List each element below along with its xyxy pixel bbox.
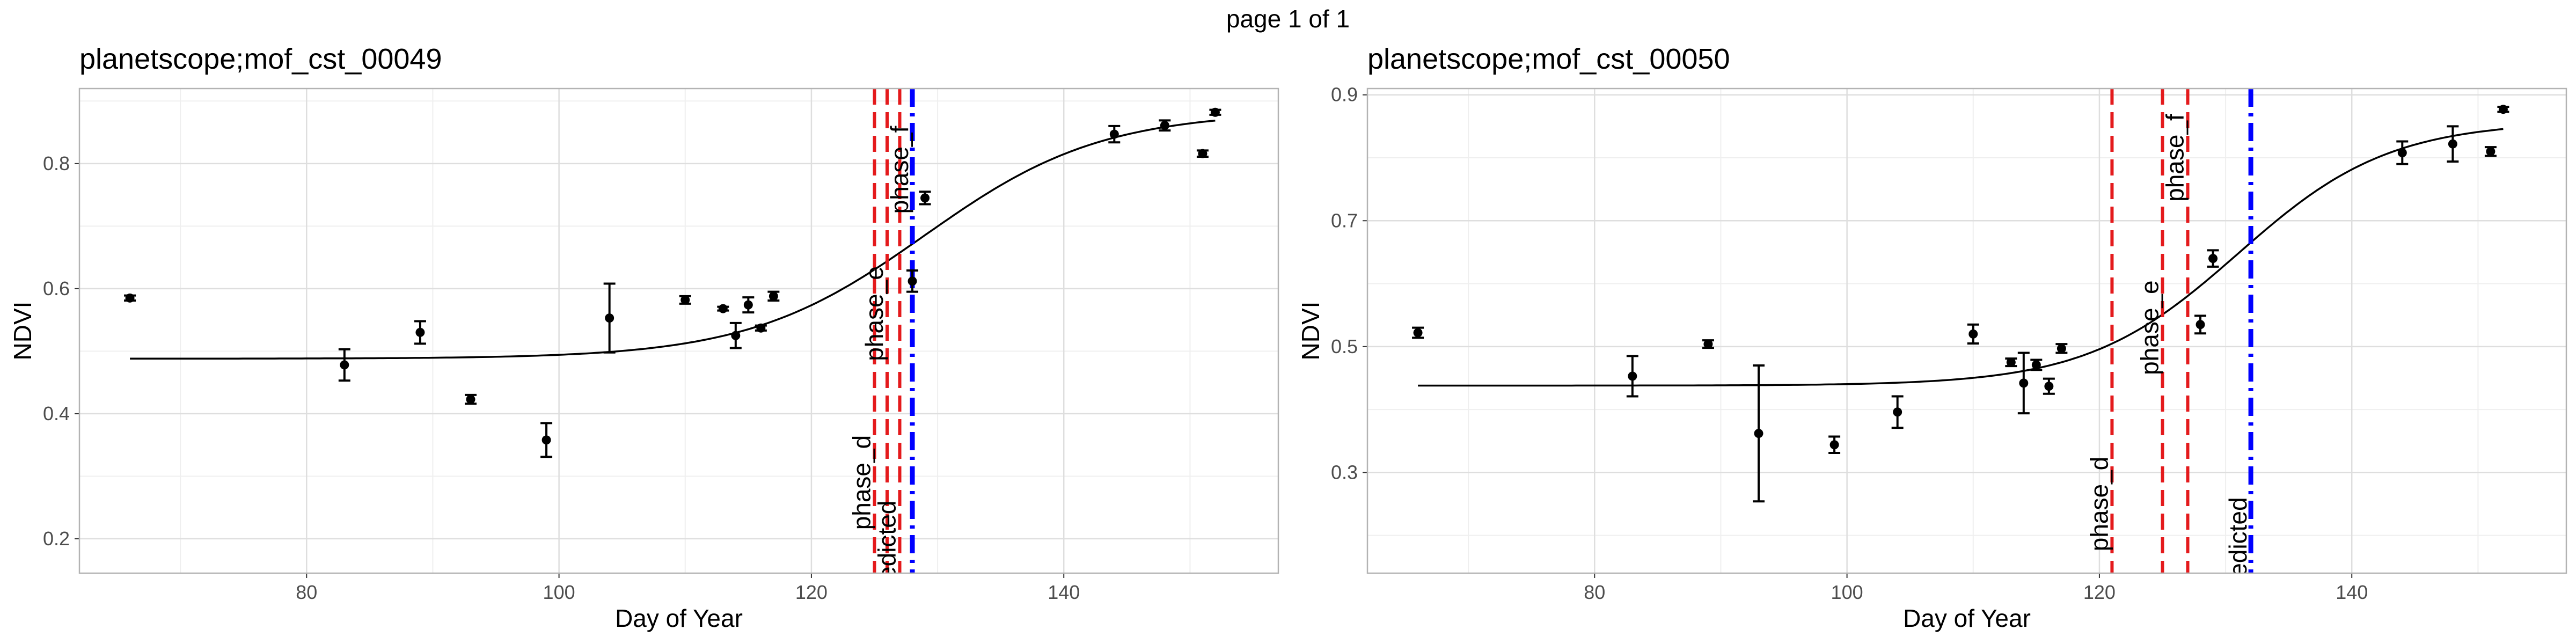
data-point — [2044, 382, 2054, 391]
data-point — [680, 295, 690, 305]
x-tick-label: 80 — [296, 581, 317, 603]
data-point — [2019, 378, 2029, 388]
data-point — [769, 291, 778, 301]
data-point — [756, 323, 766, 333]
x-axis-title: Day of Year — [1903, 604, 2031, 632]
data-point — [1754, 429, 1763, 438]
data-point — [1703, 339, 1713, 349]
vline-labels: phase_d phase_e phase_f predicted — [2085, 114, 2252, 598]
data-point — [1893, 407, 1902, 417]
x-tick-label: 120 — [2083, 581, 2116, 603]
data-point — [2031, 360, 2041, 370]
data-point — [1210, 107, 1220, 117]
data-point — [908, 276, 917, 286]
vline-label: phase_d — [2085, 457, 2113, 552]
data-point — [1109, 129, 1119, 139]
y-tick-label: 0.8 — [43, 152, 70, 174]
data-point — [1413, 328, 1423, 338]
x-axis-title: Day of Year — [615, 604, 743, 632]
data-point — [2397, 148, 2407, 158]
vline-label: predicted — [873, 501, 901, 602]
fit-curve — [130, 119, 1216, 360]
x-tick-label: 140 — [2336, 581, 2368, 603]
vline-label: phase_f — [885, 126, 913, 214]
y-tick-label: 0.9 — [1331, 84, 1358, 106]
vline-label: predicted — [2224, 497, 2252, 598]
data-point — [920, 193, 930, 203]
x-tick-label: 120 — [795, 581, 828, 603]
y-tick-label: 0.2 — [43, 528, 70, 550]
chart-title: planetscope;mof_cst_00050 — [1367, 43, 1730, 75]
data-point — [605, 313, 614, 323]
chart-panel-right: planetscope;mof_cst_00050 80 100 120 140 0.3 0… — [1288, 0, 2576, 644]
x-tick-label: 100 — [1831, 581, 1863, 603]
y-tick-label: 0.3 — [1331, 461, 1358, 483]
data-point — [2448, 139, 2457, 149]
x-tick-label: 140 — [1048, 581, 1080, 603]
data-point — [2006, 357, 2016, 367]
vline-label: phase_e — [2135, 280, 2163, 375]
data-point — [125, 293, 135, 303]
data-point — [1198, 149, 1208, 158]
y-axis-title: NDVI — [9, 302, 36, 361]
data-point — [2486, 147, 2496, 156]
data-point — [1160, 121, 1169, 130]
y-tick-label: 0.5 — [1331, 335, 1358, 357]
x-tick-label: 100 — [543, 581, 575, 603]
y-axis-title: NDVI — [1297, 302, 1324, 361]
y-tick-label: 0.4 — [43, 402, 70, 425]
chart-title: planetscope;mof_cst_00049 — [79, 43, 442, 75]
data-point — [718, 304, 728, 313]
data-point — [2498, 105, 2508, 114]
data-point — [1829, 440, 1839, 450]
vline-labels: phase_d phase_e predicted phase_f — [847, 126, 913, 602]
chart-panel-left: planetscope;mof_cst_00049 80 100 120 140 0.2 0… — [9, 43, 1279, 632]
data-point — [2196, 320, 2205, 330]
data-point — [2208, 254, 2218, 264]
data-point — [541, 435, 551, 445]
data-point — [731, 331, 741, 340]
y-tick-label: 0.6 — [43, 277, 70, 299]
data-point — [2057, 343, 2066, 353]
plot-border — [78, 87, 1279, 574]
vline-label: phase_e — [860, 266, 888, 361]
page-title: page 1 of 1 — [1226, 5, 1350, 33]
data-point — [415, 327, 425, 337]
data-point — [466, 394, 475, 404]
data-point — [1968, 329, 1978, 339]
x-tick-label: 80 — [1584, 581, 1605, 603]
data-point — [340, 360, 349, 370]
data-point — [1628, 371, 1637, 381]
plot-border — [1366, 87, 2567, 574]
y-tick-label: 0.7 — [1331, 209, 1358, 231]
chart-svg-right: planetscope;mof_cst_00050 80 100 120 140 0.3 0… — [1297, 43, 2567, 632]
vline-label: phase_f — [2161, 114, 2189, 202]
data-point — [743, 300, 753, 310]
vline-label: phase_d — [847, 435, 875, 530]
fit-curve — [1418, 128, 2504, 387]
chart-svg-left: planetscope;mof_cst_00049 80 100 120 140 0.2 0… — [9, 43, 1279, 632]
